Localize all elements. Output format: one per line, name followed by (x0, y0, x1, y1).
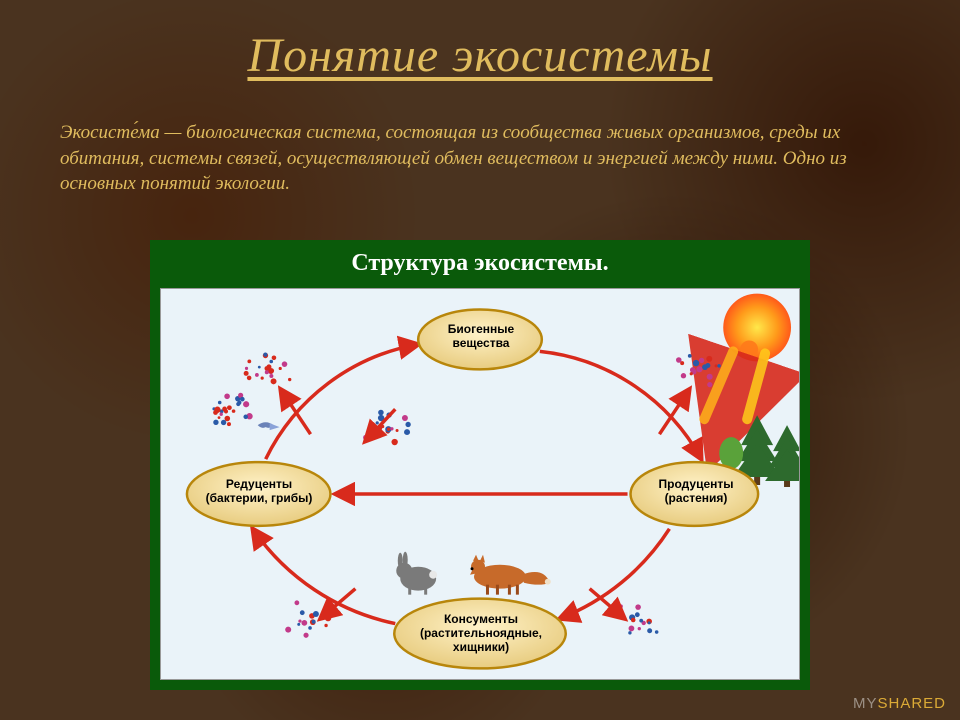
scatter-dot (702, 364, 708, 370)
fox-icon (470, 555, 551, 595)
scatter-dot (629, 626, 635, 632)
scatter-dot (294, 600, 299, 605)
diagram-panel: Структура экосистемы. (150, 240, 810, 690)
scatter-dot (313, 611, 319, 617)
bird-icon (258, 422, 280, 430)
node-label-biogenic: Биогенныевещества (421, 323, 541, 351)
scatter-dot (396, 429, 399, 432)
scatter-dot (263, 353, 267, 357)
scatter-dot (405, 422, 410, 427)
scatter-dot (404, 429, 410, 435)
scatter-dot (269, 374, 273, 378)
scatter-dot (717, 364, 720, 367)
scatter-dot (269, 360, 273, 364)
scatter-dot (699, 358, 704, 363)
scatter-dot (214, 407, 220, 413)
scatter-dot (221, 420, 226, 425)
scatter-dot (648, 621, 651, 624)
scatter-dot (261, 377, 264, 380)
slide-root: Понятие экосистемы Экосисте́ма — биологи… (0, 0, 960, 720)
scatter-dot (227, 405, 232, 410)
scatter-dot (232, 409, 236, 413)
scatter-dot (271, 378, 277, 384)
scatter-dot (213, 420, 218, 425)
scatter-dot (243, 415, 248, 420)
scatter-dot (655, 630, 659, 634)
scatter-dot (303, 633, 308, 638)
node-label-reducers: Редуценты(бактерии, грибы) (189, 478, 329, 506)
scatter-dot (324, 624, 327, 627)
watermark-pre: MY (853, 695, 878, 712)
scatter-dot (402, 415, 408, 421)
scatter-dot (693, 360, 699, 366)
scatter-dot (247, 376, 252, 381)
scatter-dot (255, 373, 259, 377)
rabbit-icon (396, 552, 437, 595)
scatter-dot (635, 604, 641, 610)
scatter-dot (639, 619, 643, 623)
scatter-dot (696, 366, 702, 372)
scatter-dot (647, 628, 652, 633)
scatter-dot (298, 619, 301, 622)
scatter-dot (308, 626, 312, 630)
scatter-dot (288, 378, 291, 381)
scatter-dot (272, 356, 277, 361)
scatter-dot (706, 356, 712, 362)
scatter-dot (619, 604, 623, 608)
arrow-consumers-reducers (253, 529, 396, 624)
watermark-accent: SHARED (877, 695, 946, 712)
watermark: MYSHARED (853, 695, 946, 712)
scatter-dot (688, 354, 692, 358)
scatter-dot (227, 422, 231, 426)
scatter-dot (707, 374, 713, 380)
scatter-dot (681, 373, 686, 378)
scatter-dot (312, 620, 316, 624)
scatter-dot (236, 402, 240, 406)
scatter-dot (240, 397, 245, 402)
scatter-dot (631, 618, 636, 623)
scatter-dot (390, 427, 393, 430)
ecosystem-diagram: Биогенныевещества Продуценты(растения) Кон… (160, 288, 800, 680)
diagram-title: Структура экосистемы. (150, 250, 810, 277)
scatter-dot (676, 357, 682, 363)
scatter-dot (279, 367, 282, 370)
scatter-dot (372, 424, 375, 427)
definition-text: Экосисте́ма — биологическая система, сос… (60, 120, 900, 197)
sun-icon (704, 294, 791, 450)
node-label-consumers: Консументы(растительноядные,хищники) (397, 613, 565, 654)
scatter-dot (715, 364, 718, 367)
node-label-producers: Продуценты(растения) (636, 478, 756, 506)
scatter-dot (635, 612, 640, 617)
scatter-dot (247, 359, 251, 363)
scatter-dot (224, 393, 230, 399)
scatter-dot (268, 368, 273, 373)
scatter-dot (690, 372, 693, 375)
page-title: Понятие экосистемы (0, 28, 960, 83)
scatter-dot (391, 439, 397, 445)
scatter-dot (378, 410, 384, 416)
scatter-dot (301, 620, 307, 626)
scatter-dot (282, 361, 288, 367)
scatter-dot (220, 413, 223, 416)
scatter-dot (264, 366, 269, 371)
scatter-dot (376, 421, 379, 424)
scatter-dot (218, 401, 222, 405)
scatter-dot (244, 371, 249, 376)
scatter-dot (707, 382, 712, 387)
scatter-dot (243, 401, 249, 407)
scatter-dot (245, 367, 248, 370)
scatter-dot (224, 409, 228, 413)
scatter-dot (218, 416, 221, 419)
arrow-producers-consumers (560, 529, 670, 619)
scatter-dot (258, 366, 261, 369)
scatter-dot (265, 370, 269, 374)
scatter-dot (285, 627, 291, 633)
scatter-dot (297, 623, 300, 626)
scatter-dot (628, 631, 631, 634)
scatter-dot (638, 627, 641, 630)
scatter-dot (387, 427, 390, 430)
scatter-dot (300, 610, 305, 615)
